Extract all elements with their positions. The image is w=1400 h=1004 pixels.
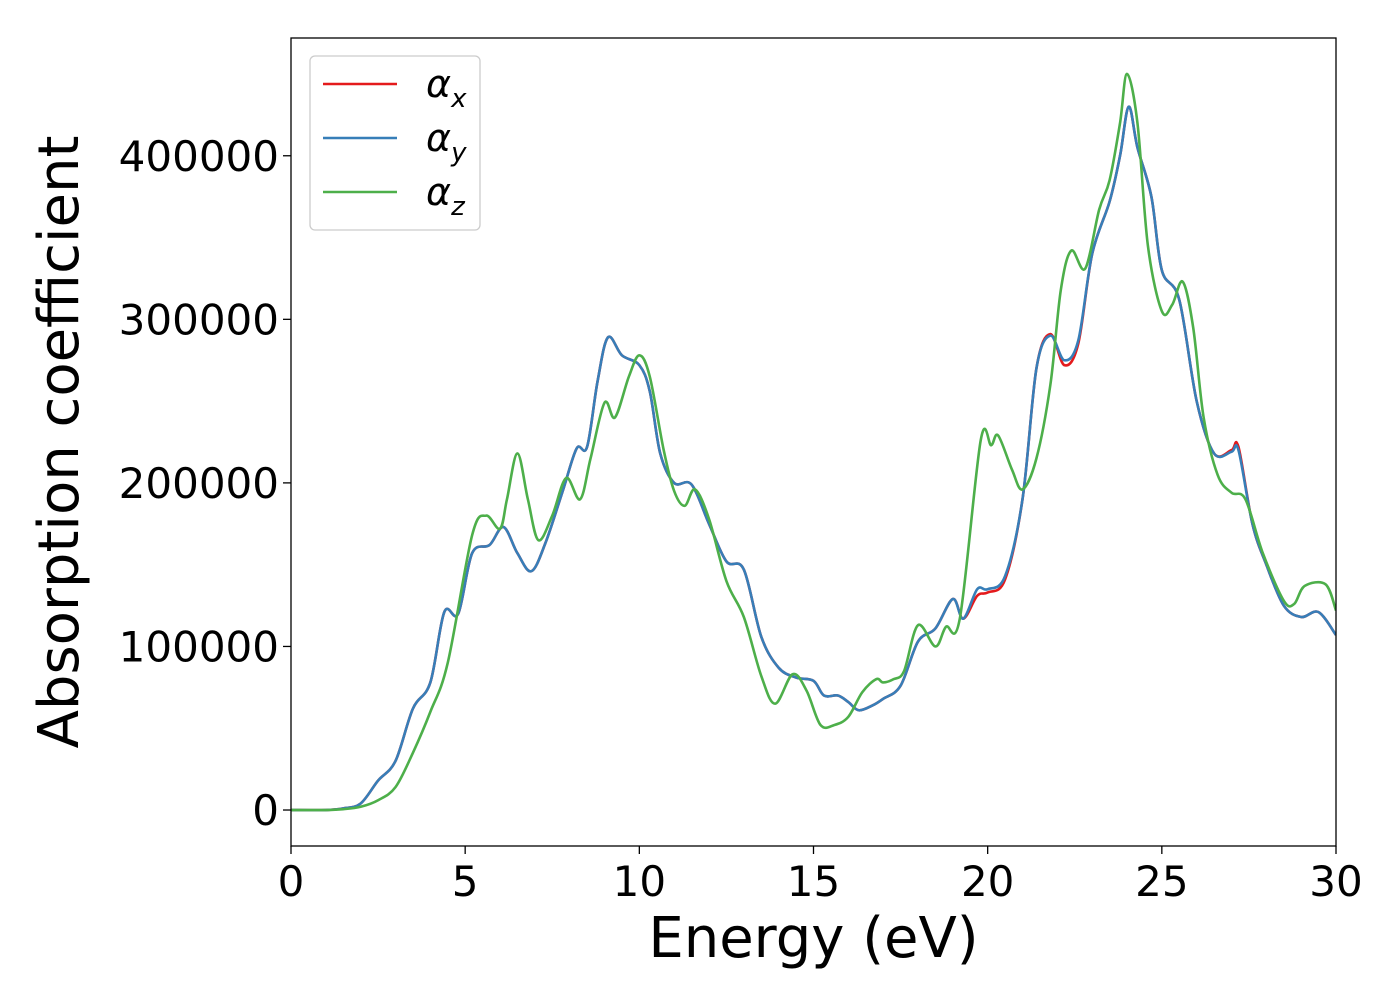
- y-tick-label: 100000: [119, 622, 279, 671]
- y-axis-label: Absorption coefficient: [27, 136, 92, 749]
- x-tick-label: 15: [787, 857, 840, 906]
- series-layer: [291, 72, 1336, 812]
- x-tick-label: 5: [452, 857, 479, 906]
- x-axis: 0 5 10 15 20 25 30: [278, 846, 1363, 906]
- x-tick-label: 30: [1309, 857, 1362, 906]
- y-axis: 0 100000 200000 300000 400000: [119, 132, 291, 835]
- x-tick-label: 25: [1135, 857, 1188, 906]
- y-tick-label: 400000: [119, 132, 279, 181]
- y-tick-label: 0: [252, 786, 279, 835]
- y-tick-label: 200000: [119, 459, 279, 508]
- x-axis-label: Energy (eV): [648, 906, 978, 971]
- legend-label-z: αz: [426, 170, 466, 222]
- legend-label-y: αy: [426, 116, 467, 168]
- legend-label-x: αx: [426, 62, 467, 114]
- x-tick-label: 20: [961, 857, 1014, 906]
- series-line-z: [291, 72, 1336, 812]
- y-tick-label: 300000: [119, 295, 279, 344]
- x-tick-label: 10: [613, 857, 666, 906]
- x-tick-label: 0: [278, 857, 305, 906]
- legend-box: [309, 55, 481, 231]
